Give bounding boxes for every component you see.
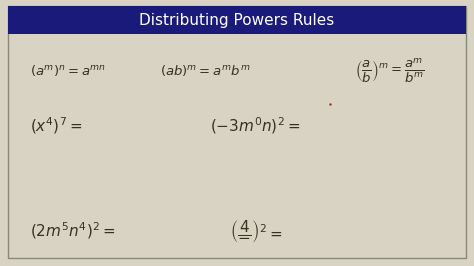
Bar — [8, 6, 466, 34]
Text: $(x^4)^7 =$: $(x^4)^7 =$ — [30, 116, 82, 136]
Text: $\left(\dfrac{4}{-}\right)^2 =$: $\left(\dfrac{4}{-}\right)^2 =$ — [230, 218, 283, 244]
Text: $(2m^5 n^4)^2 =$: $(2m^5 n^4)^2 =$ — [30, 221, 116, 241]
Text: $(-3m^0 n)^2 =$: $(-3m^0 n)^2 =$ — [210, 116, 301, 136]
Text: $\left(\dfrac{a}{b}\right)^m = \dfrac{a^m}{b^m}$: $\left(\dfrac{a}{b}\right)^m = \dfrac{a^… — [355, 57, 425, 85]
Text: $(ab)^m = a^m b^m$: $(ab)^m = a^m b^m$ — [160, 64, 250, 78]
Text: Distributing Powers Rules: Distributing Powers Rules — [139, 13, 335, 27]
Text: $(a^m)^n = a^{mn}$: $(a^m)^n = a^{mn}$ — [30, 64, 106, 78]
